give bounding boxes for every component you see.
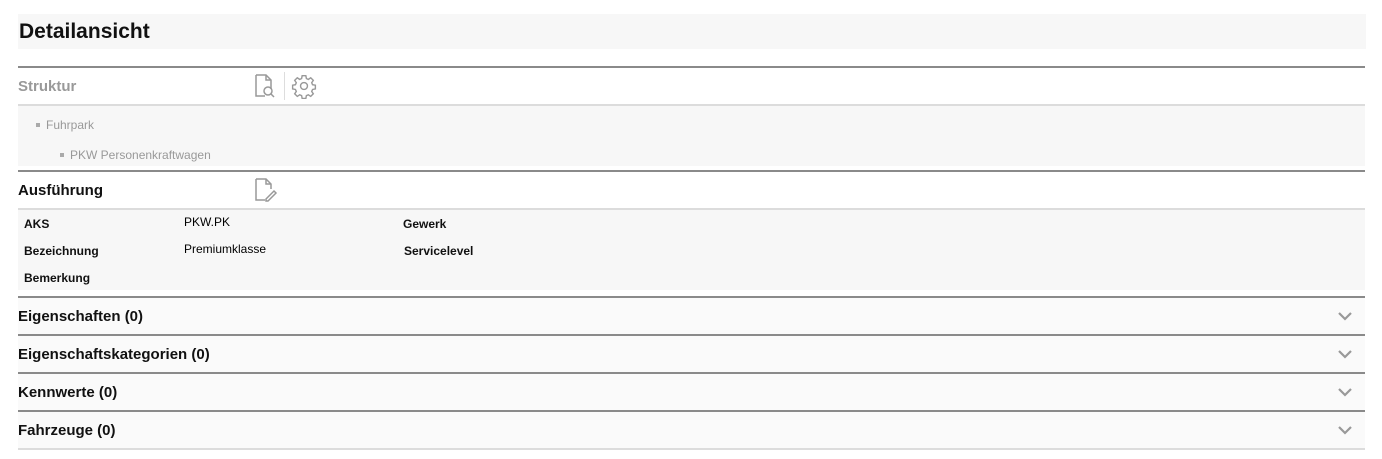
accordion-label: Fahrzeuge (0) bbox=[18, 421, 116, 439]
ausfuehrung-title: Ausführung bbox=[18, 181, 103, 199]
accordion-eigenschaftskategorien[interactable]: Eigenschaftskategorien (0) bbox=[18, 334, 1365, 372]
struktur-section: Struktur Fuhrpark PKW Personenkraftwagen bbox=[18, 66, 1365, 166]
servicelevel-label: Servicelevel bbox=[404, 244, 474, 258]
ausfuehrung-section: Ausführung AKS PKW.PK Gewerk Bezeichnung… bbox=[18, 170, 1365, 290]
details-grid: AKS PKW.PK Gewerk Bezeichnung Premiumkla… bbox=[18, 210, 1365, 290]
accordion-kennwerte[interactable]: Kennwerte (0) bbox=[18, 372, 1365, 410]
gewerk-label: Gewerk bbox=[403, 217, 447, 231]
edit-document-icon[interactable] bbox=[252, 177, 278, 203]
document-search-icon[interactable] bbox=[252, 73, 278, 99]
page-title: Detailansicht bbox=[18, 14, 1366, 49]
gear-icon[interactable] bbox=[291, 73, 317, 99]
chevron-down-icon[interactable] bbox=[1337, 311, 1353, 321]
chevron-down-icon[interactable] bbox=[1337, 349, 1353, 359]
bezeichnung-value: Premiumklasse bbox=[184, 242, 267, 256]
accordion-eigenschaften[interactable]: Eigenschaften (0) bbox=[18, 296, 1365, 334]
structure-tree: Fuhrpark PKW Personenkraftwagen bbox=[18, 106, 1365, 166]
accordion-list: Eigenschaften (0) Eigenschaftskategorien… bbox=[18, 296, 1365, 450]
tree-node[interactable]: PKW Personenkraftwagen bbox=[60, 148, 211, 162]
struktur-title: Struktur bbox=[18, 77, 77, 95]
chevron-down-icon[interactable] bbox=[1337, 425, 1353, 435]
bezeichnung-label: Bezeichnung bbox=[24, 244, 99, 258]
accordion-label: Eigenschaften (0) bbox=[18, 307, 144, 325]
divider bbox=[284, 72, 285, 100]
accordion-label: Eigenschaftskategorien (0) bbox=[18, 345, 210, 363]
accordion-fahrzeuge[interactable]: Fahrzeuge (0) bbox=[18, 410, 1365, 450]
aks-value: PKW.PK bbox=[184, 215, 231, 229]
aks-label: AKS bbox=[24, 217, 50, 231]
ausfuehrung-header: Ausführung bbox=[18, 170, 1365, 210]
tree-node-label[interactable]: Fuhrpark bbox=[46, 118, 95, 132]
tree-node[interactable]: Fuhrpark bbox=[36, 118, 94, 132]
struktur-header: Struktur bbox=[18, 66, 1365, 106]
tree-node-label[interactable]: PKW Personenkraftwagen bbox=[70, 148, 211, 162]
bemerkung-label: Bemerkung bbox=[24, 271, 91, 285]
chevron-down-icon[interactable] bbox=[1337, 387, 1353, 397]
accordion-label: Kennwerte (0) bbox=[18, 383, 118, 401]
